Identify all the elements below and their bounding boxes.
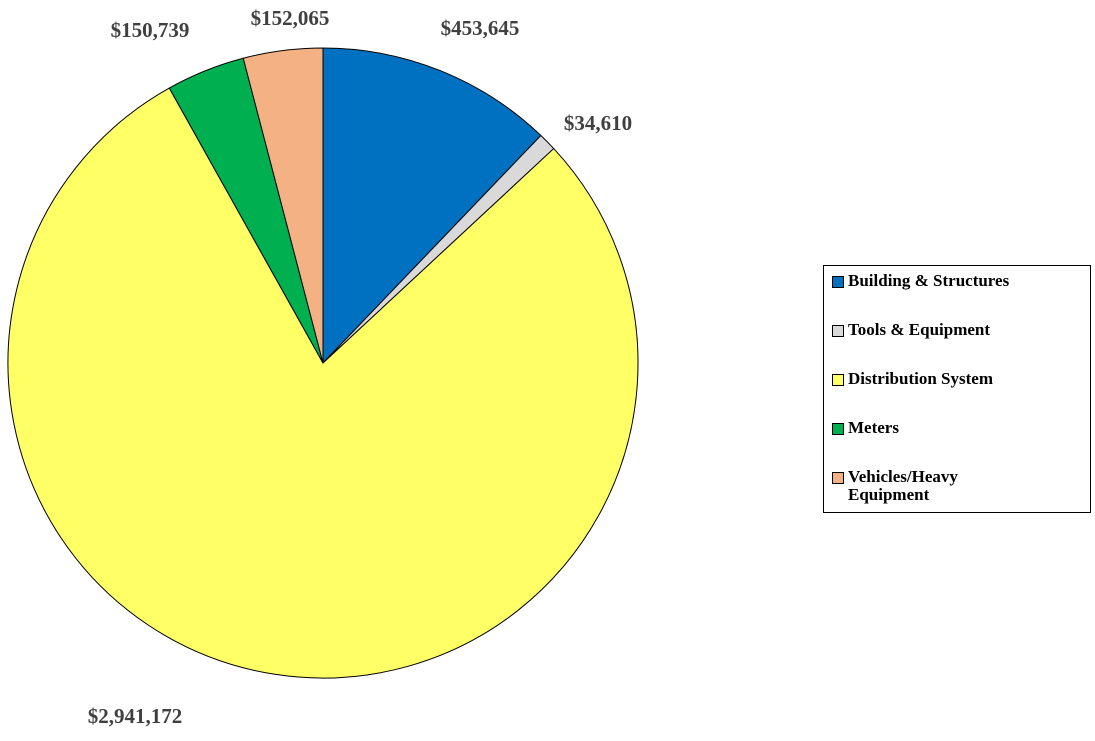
legend-label: Tools & Equipment	[848, 320, 991, 339]
data-label: $2,941,172	[88, 704, 183, 728]
data-label: $150,739	[111, 18, 190, 42]
legend-swatch	[832, 374, 844, 386]
legend: Building & Structures Tools & Equipment Di…	[823, 265, 1091, 513]
legend-entry: Building & Structures	[832, 272, 1042, 290]
legend-label: Building & Structures	[848, 271, 1010, 290]
legend-swatch	[832, 423, 844, 435]
legend-swatch	[832, 325, 844, 337]
legend-swatch	[832, 472, 844, 484]
pie-slice	[7, 87, 639, 679]
data-label: $152,065	[251, 6, 330, 30]
data-label: $34,610	[564, 111, 632, 135]
data-label: $453,645	[441, 16, 520, 40]
chart: $453,645 $34,610 $2,941,172 $150,739 $152,06…	[7, 6, 639, 728]
legend-label: Distribution System	[848, 369, 993, 388]
legend-entry: Tools & Equipment	[832, 321, 1042, 339]
legend-entry: Meters	[832, 419, 1042, 437]
legend-entry: Vehicles/Heavy Equipment	[832, 468, 1042, 504]
pie-slice	[322, 47, 542, 365]
legend-swatch	[832, 276, 844, 288]
legend-entry: Distribution System	[832, 370, 1042, 388]
legend-label: Meters	[848, 418, 899, 437]
pie-slice	[242, 47, 324, 364]
legend-label: Vehicles/Heavy Equipment	[848, 467, 958, 504]
